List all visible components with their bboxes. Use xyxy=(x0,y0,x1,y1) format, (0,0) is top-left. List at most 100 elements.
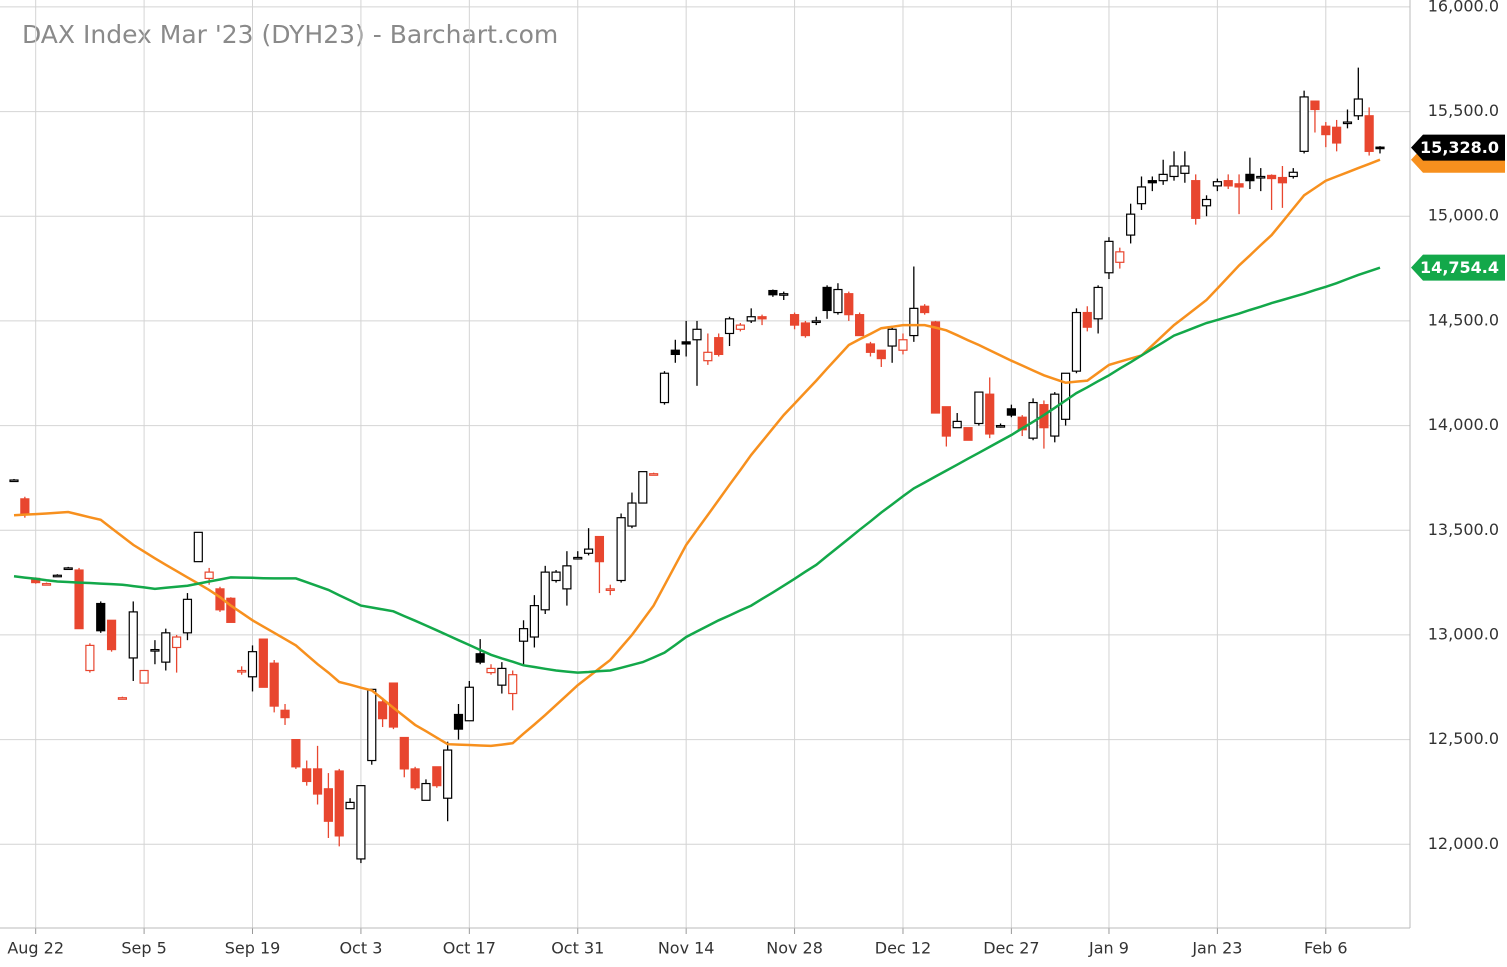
candle-body xyxy=(399,736,409,770)
candle-body xyxy=(453,713,464,730)
candle-body xyxy=(52,574,62,578)
candle-body xyxy=(1299,96,1309,152)
candle-body xyxy=(323,788,333,822)
x-tick-label: Oct 31 xyxy=(551,939,604,958)
candle-body xyxy=(789,314,800,326)
moving-average-line xyxy=(13,158,1381,748)
candle-body xyxy=(583,548,594,554)
candle-body xyxy=(497,667,507,686)
candle-body xyxy=(1126,213,1136,236)
price-tag xyxy=(1411,134,1505,161)
y-tick-label: 12,500.0 xyxy=(1428,729,1499,748)
candle-body xyxy=(822,286,832,312)
candle-body xyxy=(421,782,431,801)
candle-body xyxy=(681,341,691,345)
candle-body xyxy=(464,686,474,722)
candle-body xyxy=(96,602,106,632)
y-tick-label: 14,000.0 xyxy=(1428,415,1499,434)
candle-body xyxy=(627,502,637,527)
y-tick-label: 14,500.0 xyxy=(1428,310,1499,329)
candle-body xyxy=(1353,98,1363,117)
x-tick-label: Feb 6 xyxy=(1304,939,1348,958)
candle-body xyxy=(106,619,117,651)
x-tick-label: Aug 22 xyxy=(7,939,64,958)
candle-body xyxy=(291,738,301,768)
candle-body xyxy=(703,351,713,362)
candle-body xyxy=(1342,121,1353,125)
candle-body xyxy=(1017,416,1027,431)
candle-body xyxy=(508,674,518,695)
candle-body xyxy=(865,343,876,353)
candle-body xyxy=(670,349,680,356)
candle-body xyxy=(1234,183,1244,188)
candle-body xyxy=(757,316,767,320)
candle-body xyxy=(659,372,670,404)
candle-body xyxy=(551,571,561,582)
candle-body xyxy=(226,597,236,623)
candle-body xyxy=(573,556,583,560)
candle-body xyxy=(1093,286,1103,320)
y-tick-label: 15,000.0 xyxy=(1428,206,1499,225)
candle-body xyxy=(1082,311,1092,328)
x-tick-label: Nov 28 xyxy=(766,939,823,958)
candle-body xyxy=(920,305,930,314)
candle-body xyxy=(161,632,171,663)
candle-body xyxy=(193,531,203,563)
candle-body xyxy=(833,288,843,314)
candle-body xyxy=(475,653,485,663)
candle-body xyxy=(941,406,951,437)
candle-body xyxy=(930,321,941,414)
x-tick-label: Dec 12 xyxy=(875,939,931,958)
candle-body xyxy=(117,697,128,700)
candle-body xyxy=(367,688,377,762)
candle-body xyxy=(247,651,258,678)
y-tick-label: 13,000.0 xyxy=(1428,624,1499,643)
candle-body xyxy=(649,473,659,476)
green-tag xyxy=(1411,254,1505,281)
candle-body xyxy=(714,337,724,356)
candle-body xyxy=(204,571,214,580)
candle-body xyxy=(280,709,290,719)
candle-body xyxy=(1180,165,1190,174)
candle-body xyxy=(1071,311,1082,372)
candle-body xyxy=(952,420,962,429)
candle-body xyxy=(1050,393,1060,437)
candle-body xyxy=(237,669,247,673)
candle-body xyxy=(735,324,745,330)
y-tick-label: 13,500.0 xyxy=(1428,520,1499,539)
candle-body xyxy=(638,471,648,504)
candle-body xyxy=(443,749,453,799)
candle-body xyxy=(9,479,19,483)
candle-body xyxy=(1136,186,1147,205)
candle-body xyxy=(1169,165,1179,178)
candle-body xyxy=(85,644,95,672)
price-tag-label: 15,328.0 xyxy=(1420,138,1499,157)
candle-body xyxy=(562,565,572,590)
candle-body xyxy=(985,393,995,435)
candle-body xyxy=(356,785,366,860)
x-tick-label: Nov 14 xyxy=(658,939,715,958)
candle-body xyxy=(1364,115,1374,152)
candle-body xyxy=(269,662,279,707)
candle-body xyxy=(432,766,442,787)
x-tick-label: Sep 19 xyxy=(225,939,281,958)
candle-body xyxy=(844,293,854,316)
candle-body xyxy=(312,768,323,795)
candle-body xyxy=(995,424,1006,428)
candle-body xyxy=(1266,174,1277,180)
candle-body xyxy=(1277,176,1288,184)
y-tick-label: 12,000.0 xyxy=(1428,834,1499,853)
x-tick-label: Oct 3 xyxy=(339,939,382,958)
candle-body xyxy=(172,636,182,649)
candle-body xyxy=(63,567,73,571)
candle-body xyxy=(518,628,529,642)
candle-body xyxy=(139,669,149,684)
candle-body xyxy=(1104,240,1114,274)
candle-body xyxy=(605,588,615,591)
candle-body xyxy=(41,583,52,586)
x-tick-label: Dec 27 xyxy=(983,939,1039,958)
x-tick-label: Jan 23 xyxy=(1191,939,1242,958)
candle-body xyxy=(1147,180,1157,184)
candle-body xyxy=(540,571,550,611)
candle-body xyxy=(746,316,756,322)
